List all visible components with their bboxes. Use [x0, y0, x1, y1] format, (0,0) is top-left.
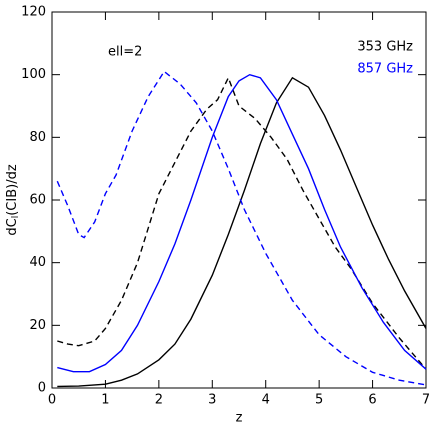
line-series [57, 76, 427, 370]
line-series [56, 70, 427, 386]
line-series [57, 76, 427, 388]
y-label-part: dC [5, 218, 20, 235]
y-tick-label: 80 [29, 130, 46, 145]
y-tick-label: 100 [21, 67, 46, 82]
x-tick-label: 5 [315, 393, 323, 408]
y-tick-label: 60 [29, 193, 46, 208]
legend-entry: 353 GHz [357, 40, 413, 55]
x-tick-label: 0 [48, 393, 56, 408]
x-tick-label: 7 [422, 393, 430, 408]
y-label-subscript: l [11, 216, 21, 219]
y-tick-label: 0 [38, 381, 46, 396]
x-axis-label: z [236, 411, 243, 426]
line-series [57, 73, 427, 373]
annotation: ell=2 [108, 45, 142, 60]
x-tick-label: 4 [262, 393, 270, 408]
x-tick-label: 3 [208, 393, 216, 408]
legend-entry: 857 GHz [357, 62, 413, 77]
y-tick-label: 20 [29, 318, 46, 333]
x-tick-label: 6 [368, 393, 376, 408]
y-axis-label: dCl(CIB)/dz [5, 164, 21, 235]
x-tick-label: 2 [155, 393, 163, 408]
y-tick-label: 40 [29, 255, 46, 270]
x-tick-label: 1 [101, 393, 109, 408]
y-tick-label: 120 [21, 5, 46, 20]
y-label-part: (CIB)/dz [5, 164, 20, 216]
